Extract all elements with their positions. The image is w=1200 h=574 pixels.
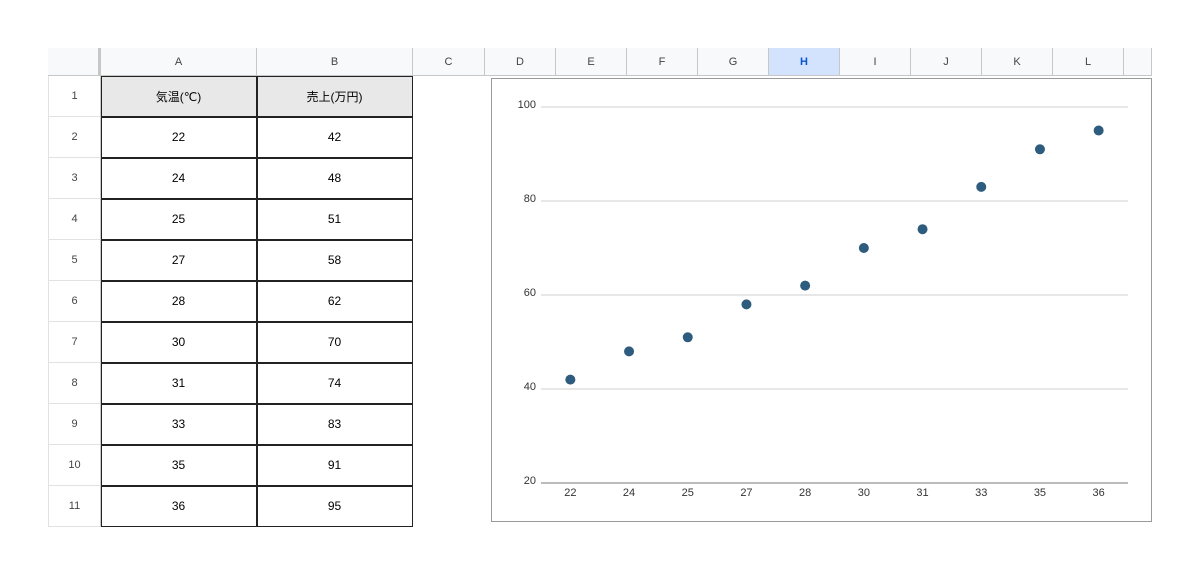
column-header[interactable]: L	[1053, 48, 1124, 76]
chart-frame	[491, 78, 1152, 522]
column-header[interactable]: G	[698, 48, 769, 76]
table-cell[interactable]: 42	[256, 116, 413, 158]
table-cell[interactable]: 22	[100, 116, 257, 158]
x-tick-label: 33	[975, 487, 987, 499]
point	[858, 243, 869, 253]
column-header[interactable]: J	[911, 48, 982, 76]
x-tick-label: 28	[799, 487, 811, 499]
column-header[interactable]: H	[769, 48, 840, 76]
row-header[interactable]: 7	[48, 322, 101, 363]
point	[917, 224, 928, 235]
table-cell[interactable]: 91	[256, 444, 413, 486]
column-header[interactable]: K	[982, 48, 1053, 76]
table-cell[interactable]: 70	[256, 321, 413, 363]
point	[624, 346, 635, 357]
column-header[interactable]: E	[556, 48, 627, 76]
table-cell[interactable]: 24	[100, 157, 257, 199]
column-header-empty	[1124, 48, 1152, 76]
column-header[interactable]: I	[840, 48, 911, 76]
column-header[interactable]: F	[627, 48, 698, 76]
table-cell[interactable]: 51	[256, 198, 413, 240]
point	[1034, 144, 1045, 155]
row-header[interactable]: 1	[48, 76, 101, 117]
table-cell[interactable]: 27	[100, 239, 257, 281]
point	[1093, 125, 1104, 136]
table-cell[interactable]: 28	[100, 280, 257, 322]
row-header[interactable]: 2	[48, 117, 101, 158]
x-tick-label: 24	[623, 487, 635, 499]
row-header[interactable]: 11	[48, 486, 101, 527]
x-tick-label: 22	[564, 487, 576, 499]
row-header[interactable]: 8	[48, 363, 101, 404]
column-header[interactable]: C	[413, 48, 485, 76]
table-cell[interactable]: 31	[100, 362, 257, 404]
y-tick-label: 100	[518, 99, 536, 111]
row-header[interactable]: 10	[48, 445, 101, 486]
point	[682, 332, 693, 343]
column-header[interactable]: D	[485, 48, 556, 76]
column-header[interactable]: A	[101, 48, 257, 76]
column-header[interactable]: B	[257, 48, 413, 76]
point	[800, 280, 811, 291]
y-tick-label: 80	[524, 193, 536, 205]
corner-cell[interactable]	[48, 48, 101, 76]
table-cell[interactable]: 25	[100, 198, 257, 240]
row-header[interactable]: 9	[48, 404, 101, 445]
table-cell[interactable]: 36	[100, 485, 257, 527]
x-tick-label: 35	[1034, 487, 1046, 499]
row-header[interactable]: 4	[48, 199, 101, 240]
table-cell[interactable]: 58	[256, 239, 413, 281]
row-header[interactable]: 3	[48, 158, 101, 199]
x-tick-label: 30	[858, 487, 870, 499]
point	[741, 299, 752, 310]
table-cell[interactable]: 74	[256, 362, 413, 404]
x-tick-label: 31	[916, 487, 928, 499]
table-cell[interactable]: 48	[256, 157, 413, 199]
y-tick-label: 60	[524, 287, 536, 299]
x-tick-label: 27	[740, 487, 752, 499]
header-cell[interactable]: 売上(万円)	[256, 75, 413, 117]
table-cell[interactable]: 62	[256, 280, 413, 322]
y-tick-label: 20	[524, 475, 536, 487]
table-cell[interactable]: 30	[100, 321, 257, 363]
table-cell[interactable]: 95	[256, 485, 413, 527]
row-header[interactable]: 5	[48, 240, 101, 281]
table-cell[interactable]: 35	[100, 444, 257, 486]
point	[565, 374, 576, 385]
y-tick-label: 40	[524, 381, 536, 393]
x-tick-label: 25	[682, 487, 694, 499]
header-cell[interactable]: 気温(℃)	[100, 75, 257, 117]
row-header[interactable]: 6	[48, 281, 101, 322]
table-cell[interactable]: 83	[256, 403, 413, 445]
x-tick-label: 36	[1093, 487, 1105, 499]
table-cell[interactable]: 33	[100, 403, 257, 445]
point	[976, 181, 987, 192]
